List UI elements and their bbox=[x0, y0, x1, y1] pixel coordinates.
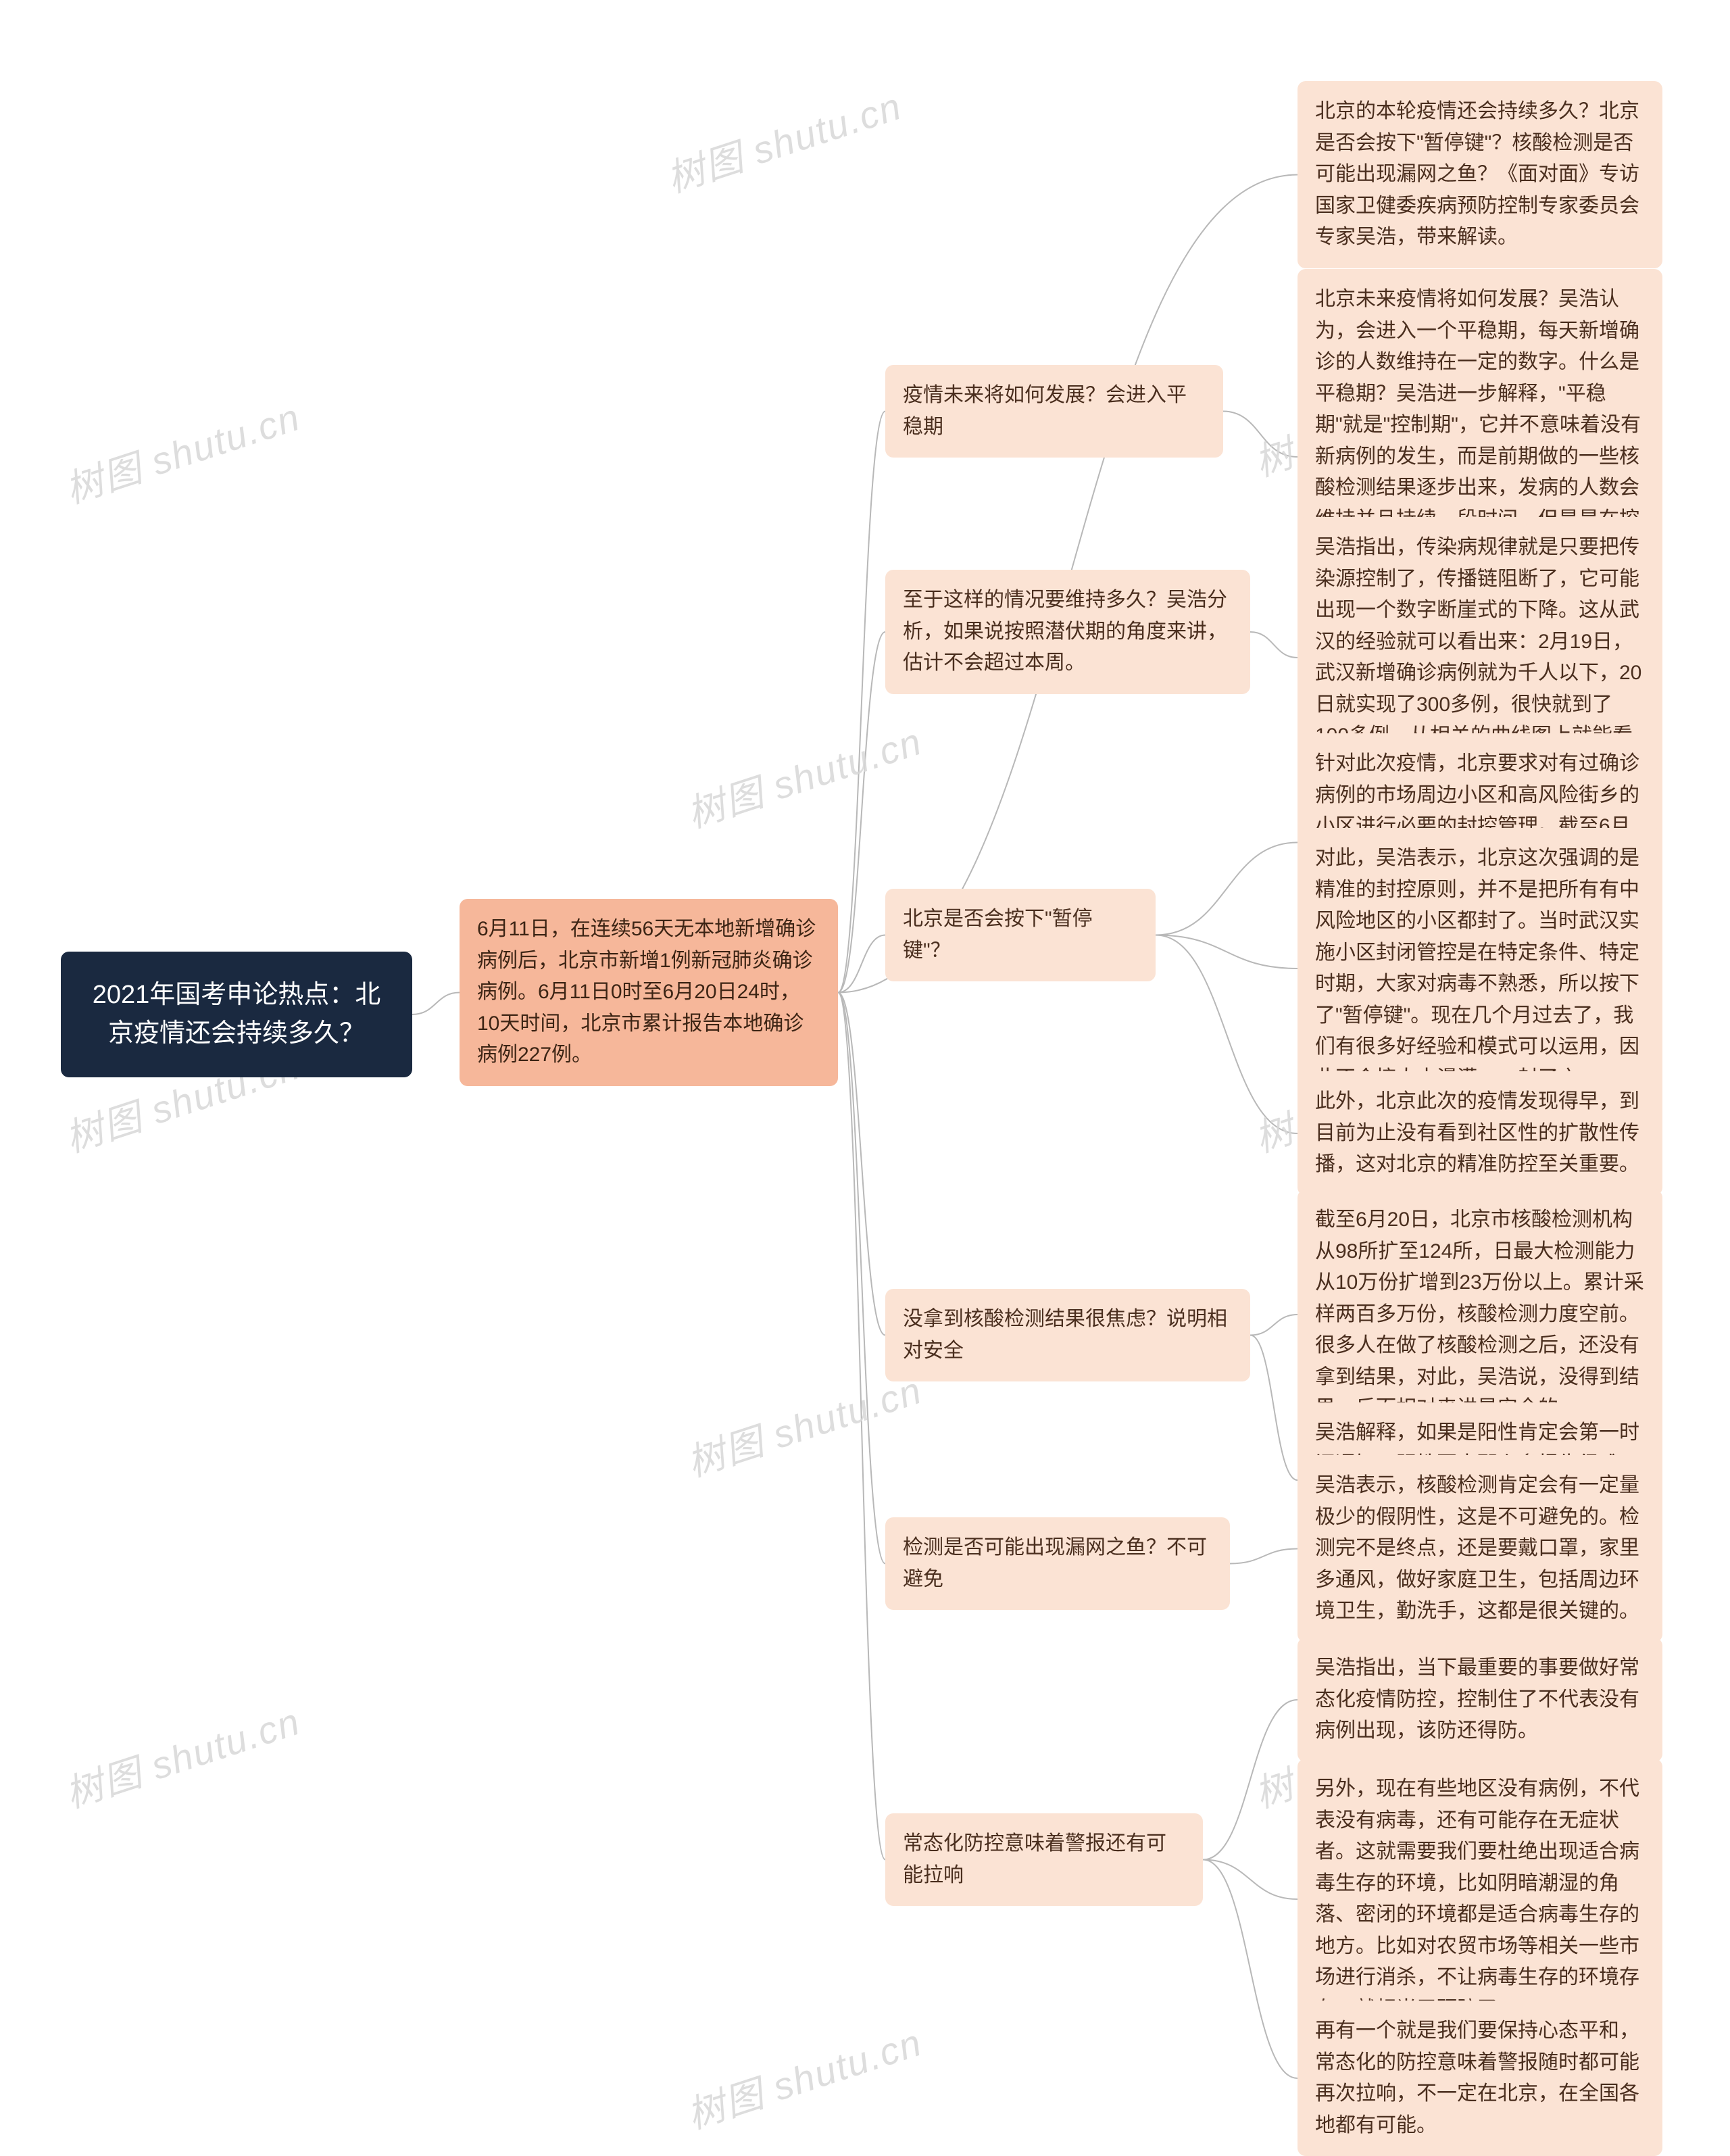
mindmap-node-b5[interactable]: 检测是否可能出现漏网之鱼？不可避免 bbox=[885, 1517, 1230, 1610]
mindmap-node-label: 至于这样的情况要维持多久？吴浩分析，如果说按照潜伏期的角度来讲，估计不会超过本周… bbox=[903, 589, 1227, 674]
mindmap-node-b3[interactable]: 北京是否会按下"暂停键"？ bbox=[885, 889, 1156, 981]
mindmap-node-c6b[interactable]: 另外，现在有些地区没有病例，不代表没有病毒，还有可能存在无症状者。这就需要我们要… bbox=[1298, 1759, 1662, 2040]
mindmap-node-c6c[interactable]: 再有一个就是我们要保持心态平和，常态化的防控意味着警报随时都可能再次拉响，不一定… bbox=[1298, 2001, 1662, 2156]
mindmap-node-b6[interactable]: 常态化防控意味着警报还有可能拉响 bbox=[885, 1813, 1203, 1906]
mindmap-node-c6a[interactable]: 吴浩指出，当下最重要的事要做好常态化疫情防控，控制住了不代表没有病例出现，该防还… bbox=[1298, 1638, 1662, 1762]
mindmap-node-label: 截至6月20日，北京市核酸检测机构从98所扩至124所，日最大检测能力从10万份… bbox=[1315, 1208, 1644, 1419]
mindmap-node-label: 疫情未来将如何发展？会进入平稳期 bbox=[903, 384, 1187, 438]
mindmap-node-label: 常态化防控意味着警报还有可能拉响 bbox=[903, 1832, 1166, 1886]
mindmap-node-b2[interactable]: 至于这样的情况要维持多久？吴浩分析，如果说按照潜伏期的角度来讲，估计不会超过本周… bbox=[885, 570, 1250, 694]
mindmap-node-c0[interactable]: 北京的本轮疫情还会持续多久？北京是否会按下"暂停键"？核酸检测是否可能出现漏网之… bbox=[1298, 81, 1662, 268]
mindmap-node-label: 没拿到核酸检测结果很焦虑？说明相对安全 bbox=[903, 1308, 1227, 1362]
mindmap-node-b1[interactable]: 疫情未来将如何发展？会进入平稳期 bbox=[885, 365, 1223, 458]
mindmap-node-root[interactable]: 2021年国考申论热点：北京疫情还会持续多久？ bbox=[61, 952, 412, 1077]
mindmap-node-label: 北京是否会按下"暂停键"？ bbox=[903, 908, 1093, 962]
mindmap-node-b4[interactable]: 没拿到核酸检测结果很焦虑？说明相对安全 bbox=[885, 1289, 1250, 1381]
mindmap-node-label: 2021年国考申论热点：北京疫情还会持续多久？ bbox=[93, 981, 381, 1048]
mindmap-node-label: 6月11日，在连续56天无本地新增确诊病例后，北京市新增1例新冠肺炎确诊病例。6… bbox=[477, 918, 816, 1066]
mindmap-node-label: 再有一个就是我们要保持心态平和，常态化的防控意味着警报随时都可能再次拉响，不一定… bbox=[1315, 2019, 1639, 2136]
mindmap-node-label: 北京的本轮疫情还会持续多久？北京是否会按下"暂停键"？核酸检测是否可能出现漏网之… bbox=[1315, 100, 1639, 248]
mindmap-node-label: 检测是否可能出现漏网之鱼？不可避免 bbox=[903, 1536, 1207, 1590]
mindmap-node-c3c[interactable]: 此外，北京此次的疫情发现得早，到目前为止没有看到社区性的扩散性传播，这对北京的精… bbox=[1298, 1071, 1662, 1196]
mindmap-node-label: 吴浩表示，核酸检测肯定会有一定量极少的假阴性，这是不可避免的。检测完不是终点，还… bbox=[1315, 1474, 1639, 1622]
mindmap-node-c5[interactable]: 吴浩表示，核酸检测肯定会有一定量极少的假阴性，这是不可避免的。检测完不是终点，还… bbox=[1298, 1455, 1662, 1642]
mindmap-node-label: 吴浩指出，当下最重要的事要做好常态化疫情防控，控制住了不代表没有病例出现，该防还… bbox=[1315, 1657, 1639, 1742]
mindmap-node-label: 对此，吴浩表示，北京这次强调的是精准的封控原则，并不是把所有有中风险地区的小区都… bbox=[1315, 847, 1639, 1089]
mindmap-node-c3b[interactable]: 对此，吴浩表示，北京这次强调的是精准的封控原则，并不是把所有有中风险地区的小区都… bbox=[1298, 828, 1662, 1109]
mindmap-node-label: 此外，北京此次的疫情发现得早，到目前为止没有看到社区性的扩散性传播，这对北京的精… bbox=[1315, 1090, 1639, 1175]
mindmap-node-label: 另外，现在有些地区没有病例，不代表没有病毒，还有可能存在无症状者。这就需要我们要… bbox=[1315, 1778, 1639, 2020]
mindmap-node-n1[interactable]: 6月11日，在连续56天无本地新增确诊病例后，北京市新增1例新冠肺炎确诊病例。6… bbox=[460, 899, 838, 1086]
